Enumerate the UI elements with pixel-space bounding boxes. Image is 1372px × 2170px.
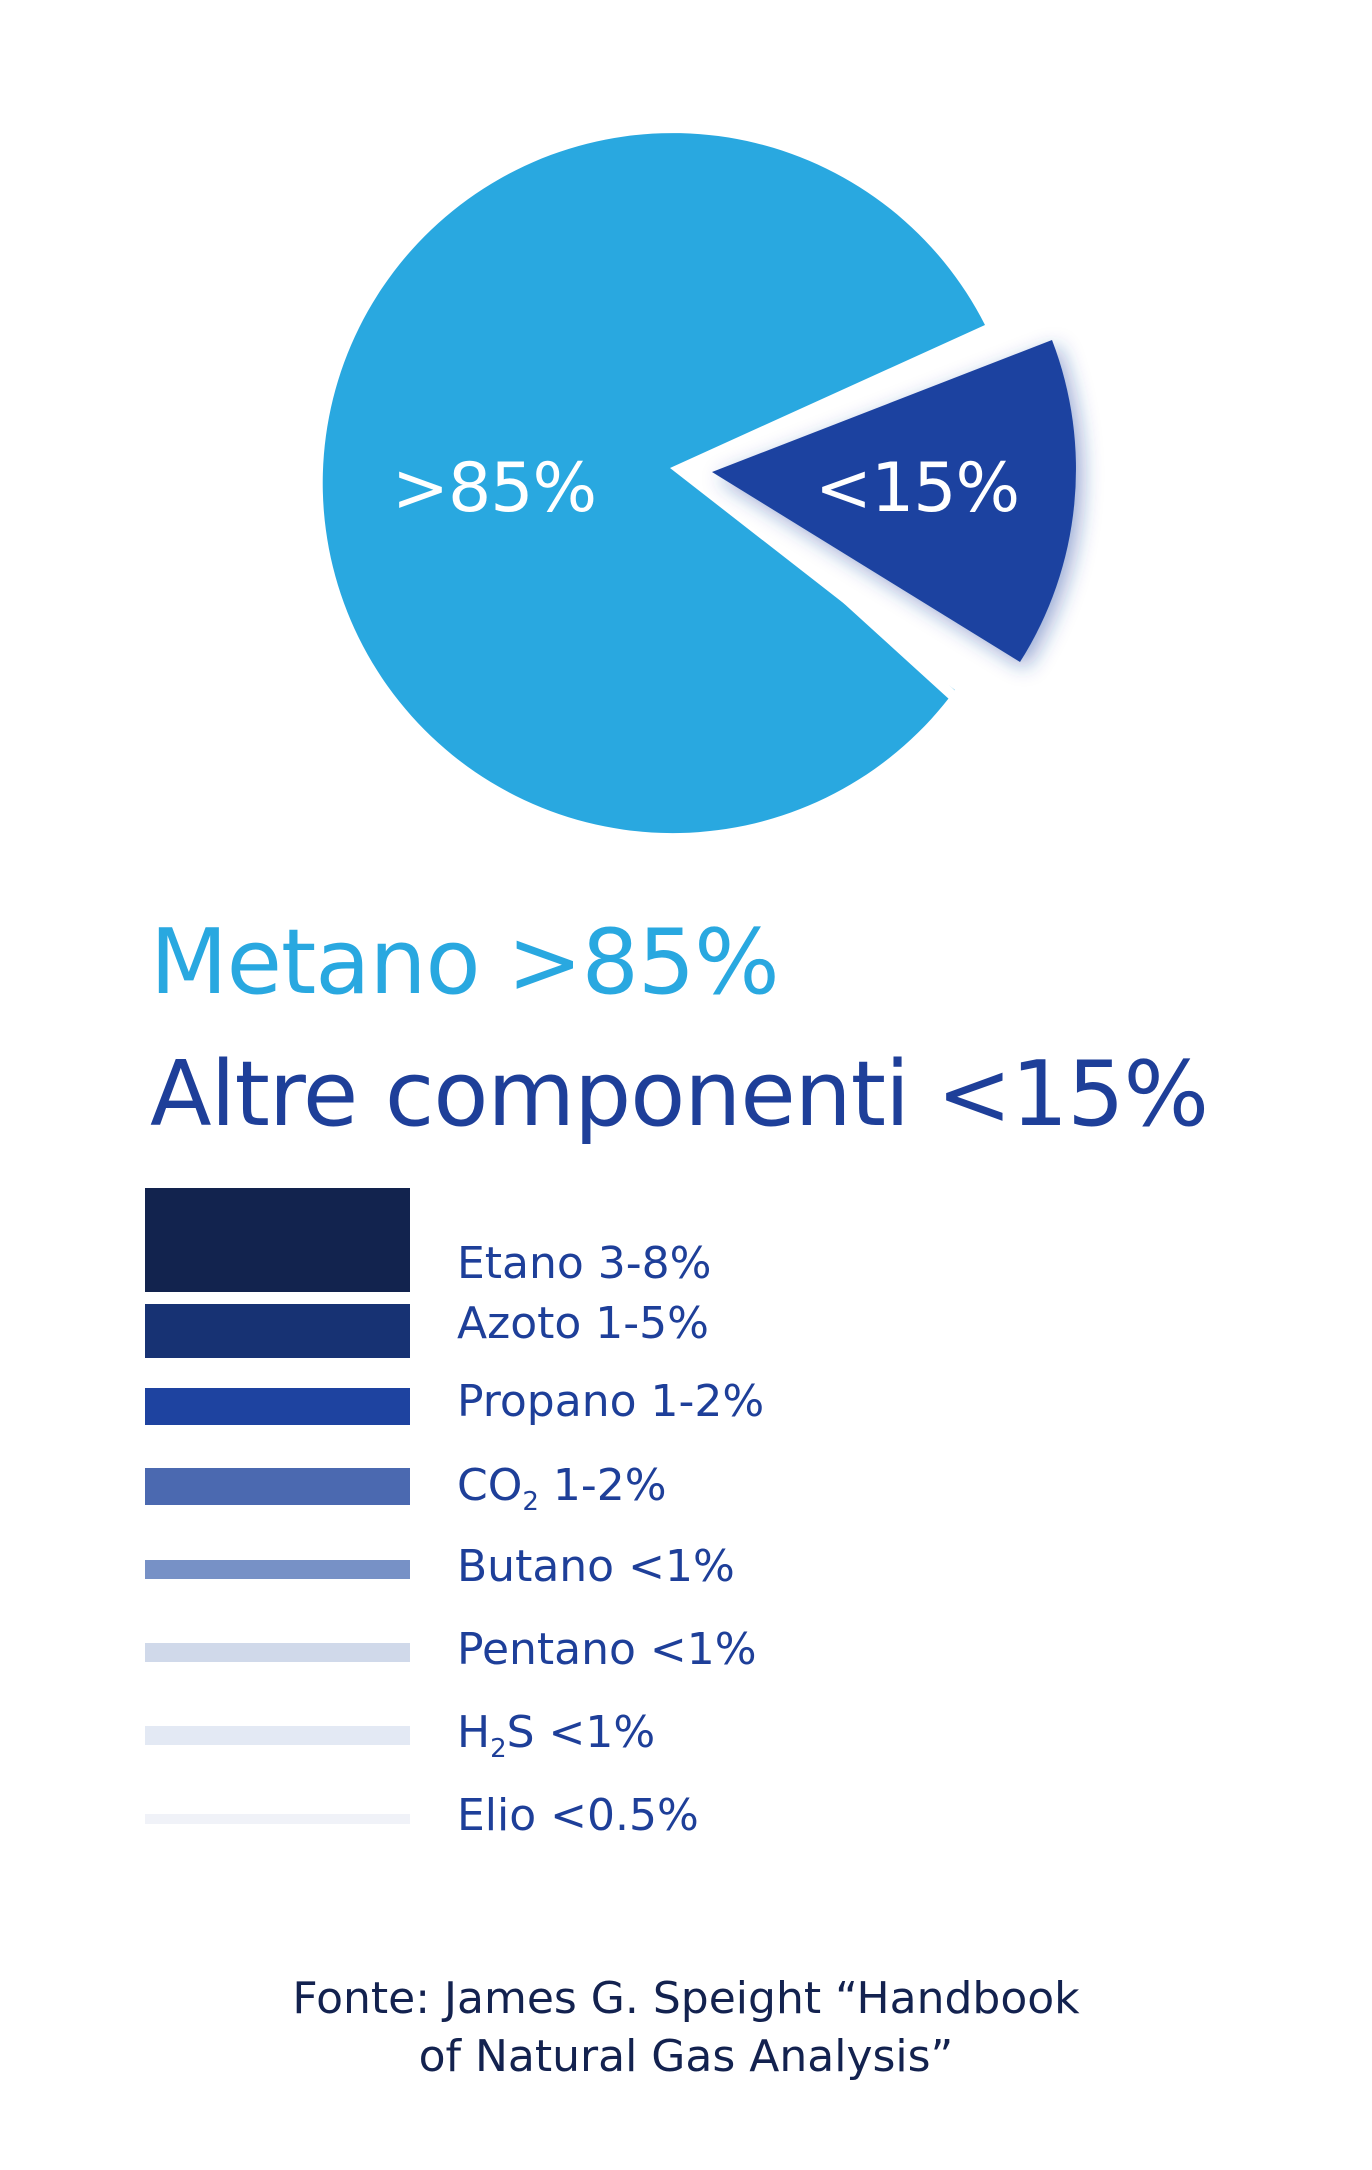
legend-label: CO2 1-2% — [457, 1460, 667, 1517]
pie-label-big: >85% — [392, 449, 597, 528]
source-line-2: of Natural Gas Analysis” — [418, 2031, 954, 2082]
pie-chart: >85% <15% — [0, 0, 1372, 860]
legend-swatch — [145, 1814, 410, 1824]
legend-item-pentano: Pentano <1% — [145, 1628, 1045, 1703]
legend-item-h2s: H2S <1% — [145, 1711, 1045, 1786]
heading-altre-componenti: Altre componenti <15% — [150, 1042, 1209, 1147]
legend-label: H2S <1% — [457, 1707, 656, 1764]
legend-label: Pentano <1% — [457, 1624, 757, 1675]
legend-label: Propano 1-2% — [457, 1376, 765, 1427]
pie-slice-metano — [322, 133, 985, 834]
legend-swatch — [145, 1726, 410, 1745]
legend-label: Elio <0.5% — [457, 1790, 699, 1841]
legend-swatch — [145, 1560, 410, 1579]
legend-item-butano: Butano <1% — [145, 1545, 1045, 1620]
legend-item-etano: Etano 3-8% — [145, 1188, 1045, 1292]
pie-label-small: <15% — [815, 449, 1020, 528]
pie-slice-altre — [712, 340, 1076, 662]
legend-swatch — [145, 1643, 410, 1662]
legend-item-azoto: Azoto 1-5% — [145, 1298, 1045, 1364]
pie-svg — [322, 133, 1076, 834]
legend-swatch — [145, 1188, 410, 1292]
source-citation: Fonte: James G. Speight “Handbook of Nat… — [0, 1970, 1372, 2086]
legend-label: Butano <1% — [457, 1541, 735, 1592]
legend-swatch — [145, 1468, 410, 1505]
legend-label: Azoto 1-5% — [457, 1298, 709, 1349]
legend-item-elio: Elio <0.5% — [145, 1794, 1045, 1874]
legend-swatch — [145, 1388, 410, 1425]
source-line-1: Fonte: James G. Speight “Handbook — [292, 1973, 1080, 2024]
legend-item-propano: Propano 1-2% — [145, 1380, 1045, 1448]
legend-label: Etano 3-8% — [457, 1238, 712, 1289]
legend-swatch — [145, 1304, 410, 1358]
legend-item-co2: CO2 1-2% — [145, 1464, 1045, 1528]
heading-metano: Metano >85% — [150, 910, 780, 1015]
